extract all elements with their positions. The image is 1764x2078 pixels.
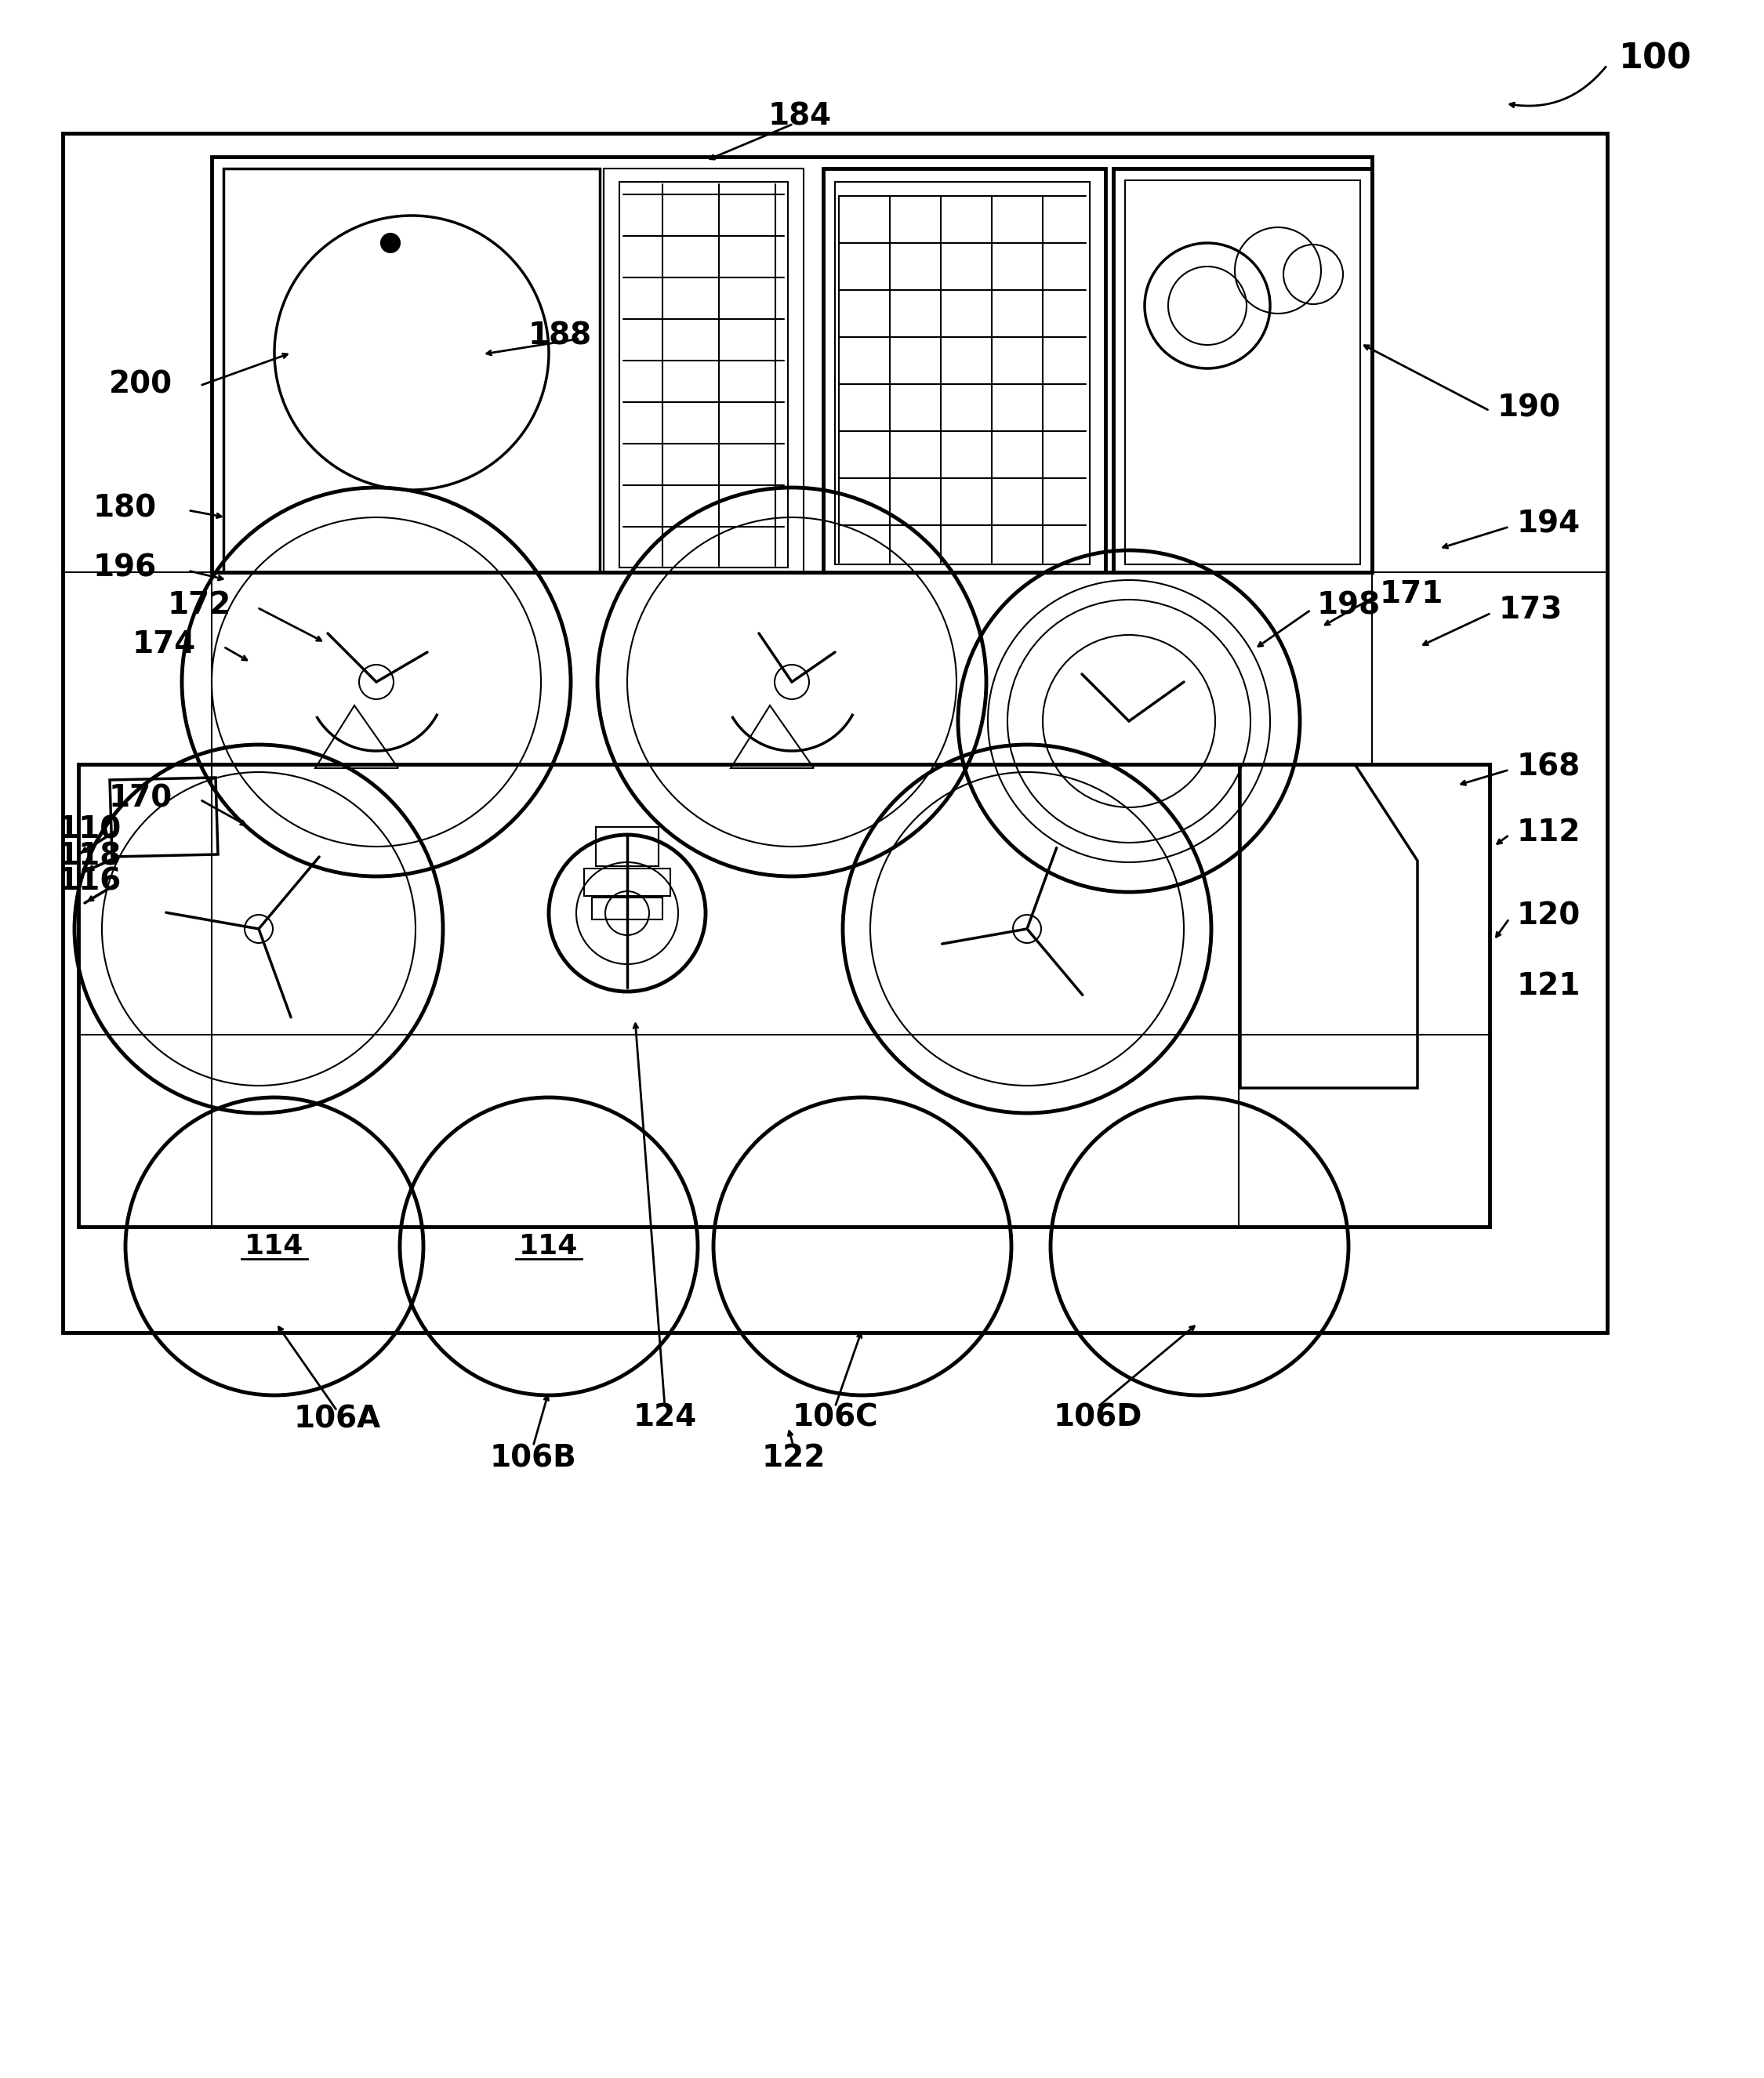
Text: 122: 122 [762,1442,826,1473]
Text: 100: 100 [1619,42,1692,75]
Text: 194: 194 [1517,509,1581,538]
Text: 200: 200 [109,370,173,399]
Text: 116: 116 [58,867,122,898]
Bar [1113,168,1372,571]
Text: 118: 118 [58,842,122,871]
Text: 184: 184 [767,102,831,131]
Text: 172: 172 [168,590,231,619]
Bar [596,827,658,867]
Text: 190: 190 [1498,393,1561,422]
Bar [78,765,1489,1226]
Bar [1125,181,1360,565]
Text: 114: 114 [519,1232,579,1259]
Text: 114: 114 [245,1232,303,1259]
Bar [619,183,789,567]
Text: 170: 170 [109,783,173,812]
Text: 110: 110 [58,815,122,844]
Text: 173: 173 [1499,594,1563,625]
Bar [584,869,670,896]
Bar [212,156,1372,571]
Bar [593,898,663,918]
Circle shape [381,233,400,251]
Text: 171: 171 [1379,580,1443,609]
Text: 112: 112 [1517,817,1581,848]
Text: 168: 168 [1517,752,1581,781]
Text: 106C: 106C [792,1403,878,1432]
Bar [603,168,804,571]
Bar [834,183,1090,565]
Text: 174: 174 [132,630,196,659]
Circle shape [245,914,273,943]
Text: 198: 198 [1318,590,1381,619]
Bar [224,168,600,571]
Text: 196: 196 [93,553,157,584]
Text: 124: 124 [633,1403,697,1432]
Text: 106D: 106D [1053,1403,1141,1432]
Bar [64,133,1607,1332]
Text: 188: 188 [529,320,593,351]
Text: 106A: 106A [293,1405,381,1434]
Bar [824,168,1106,571]
Circle shape [774,665,810,698]
Text: 120: 120 [1517,900,1581,931]
Circle shape [360,665,393,698]
Circle shape [1013,914,1041,943]
Text: 106B: 106B [490,1442,577,1473]
Text: 180: 180 [93,492,157,524]
Text: 121: 121 [1517,970,1581,1002]
